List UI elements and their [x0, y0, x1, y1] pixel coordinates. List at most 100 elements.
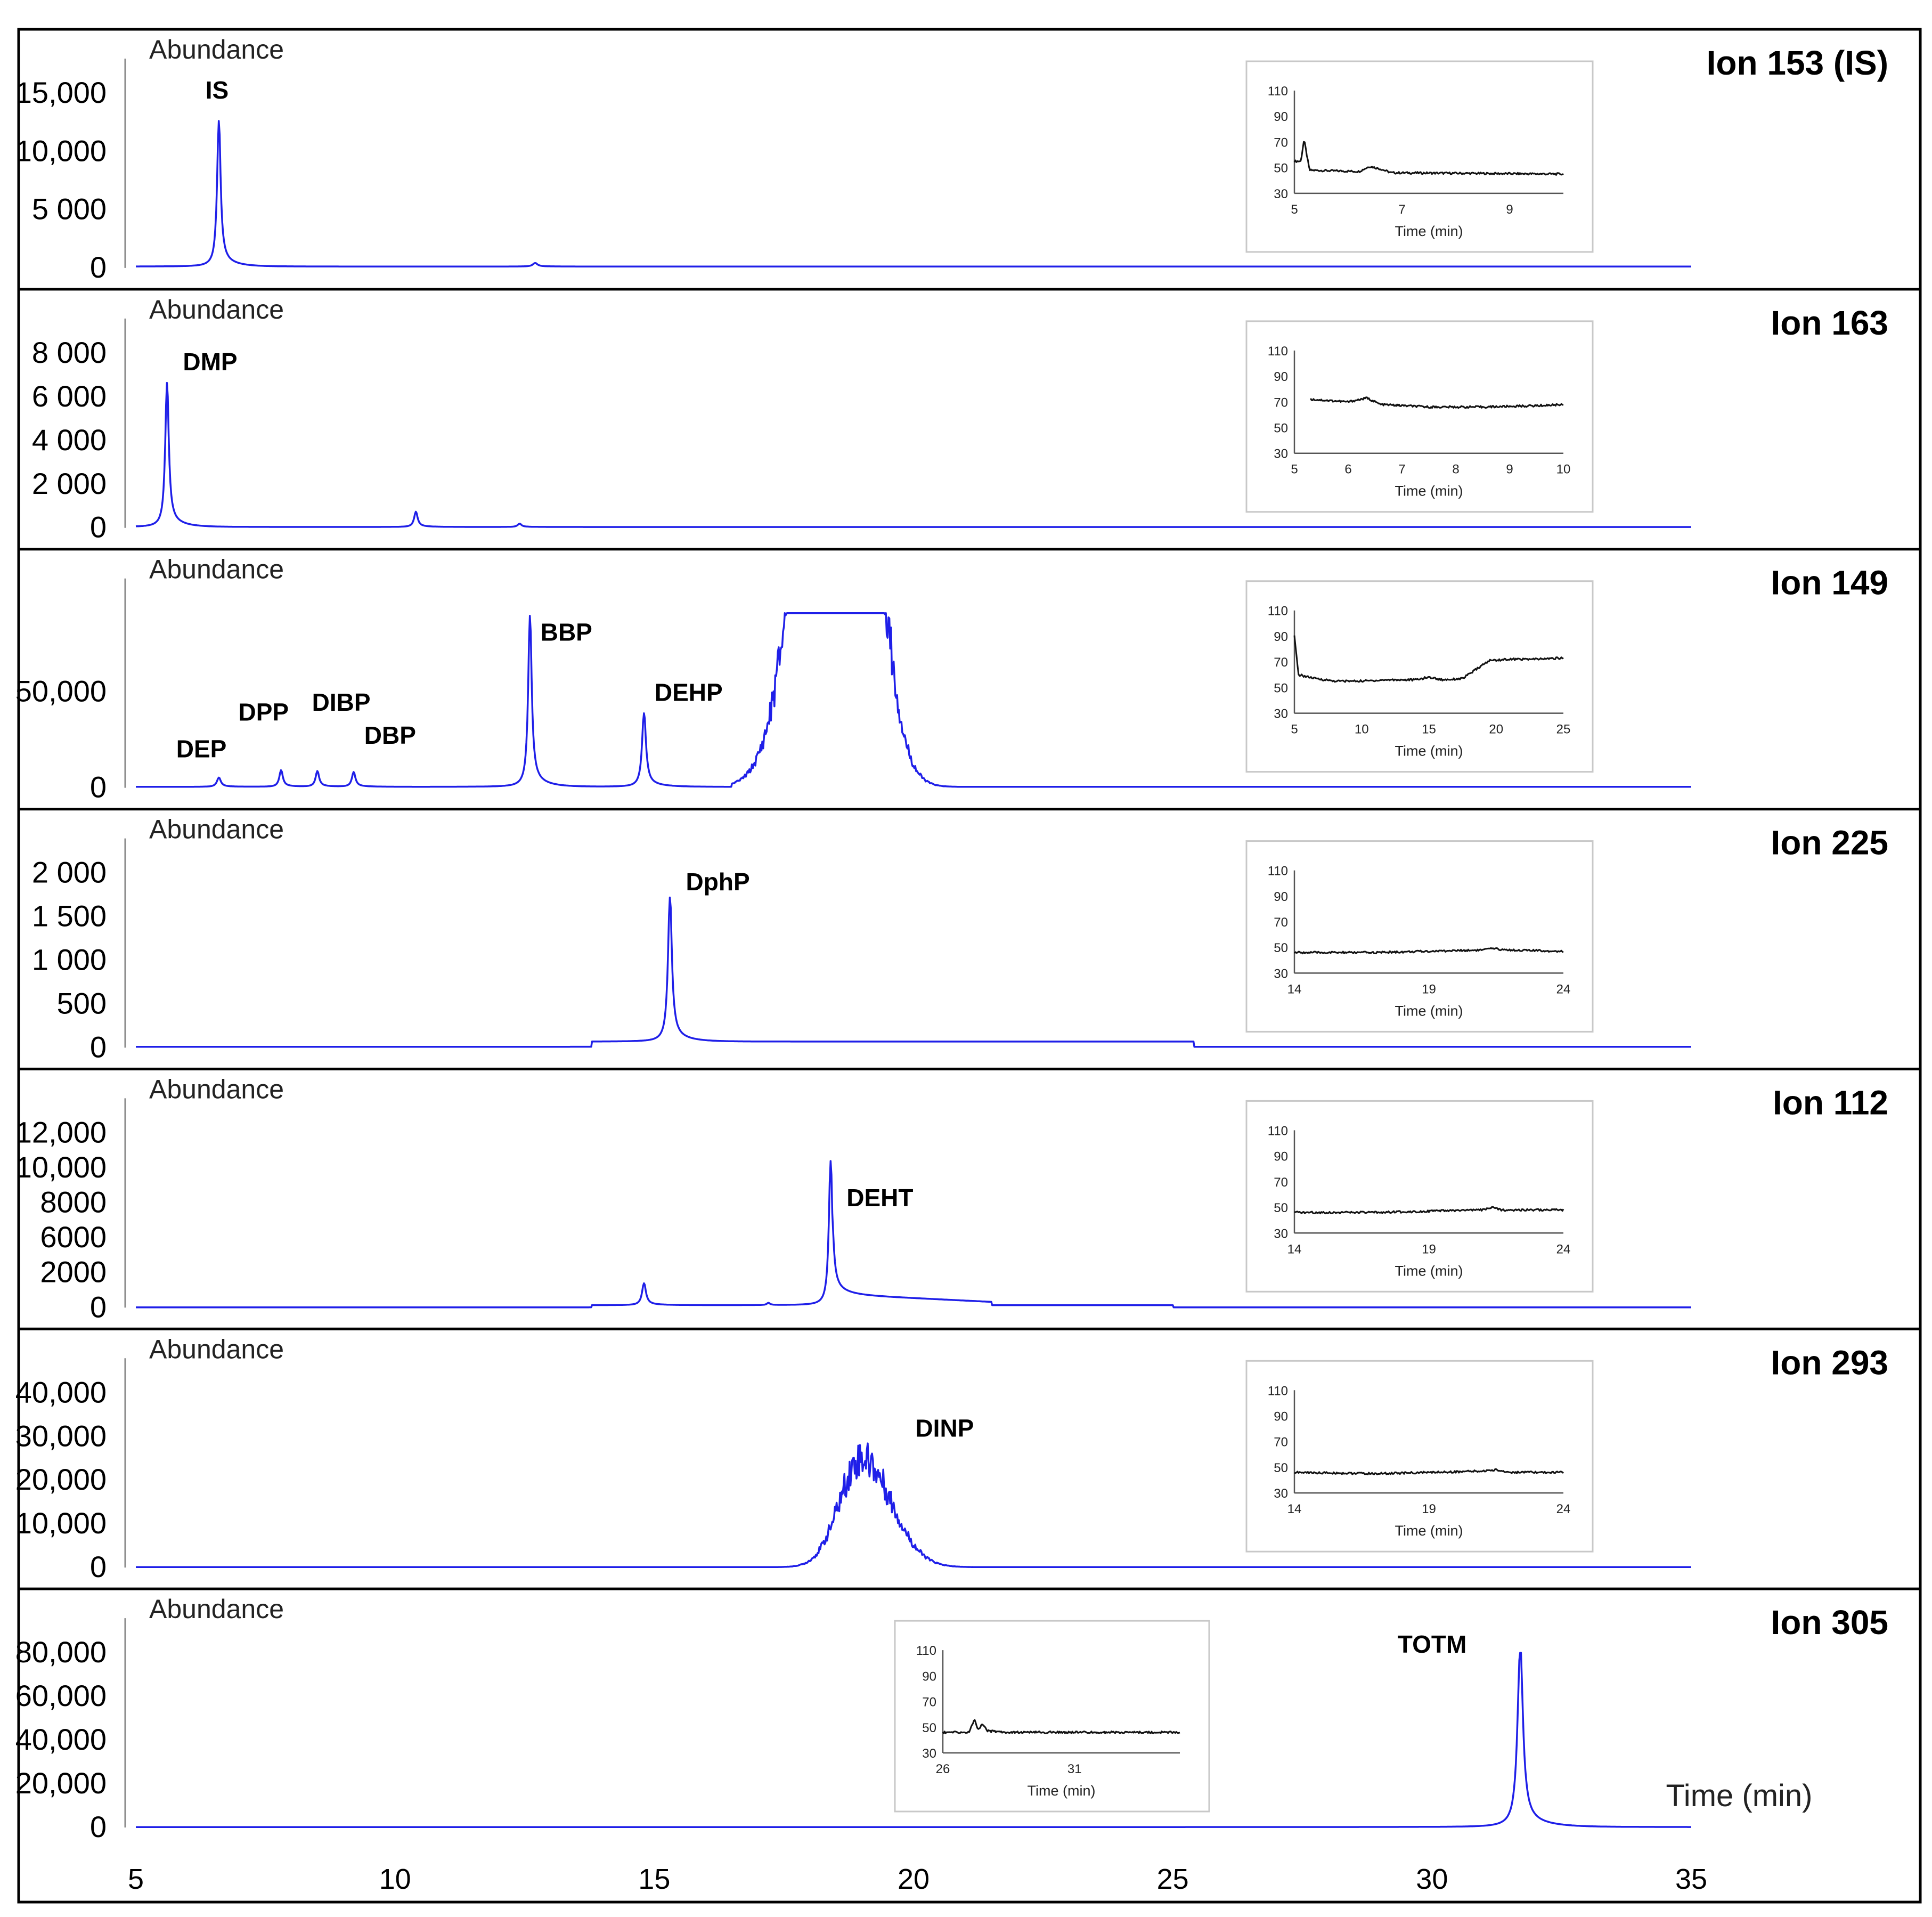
- y-tick-label: 50,000: [15, 674, 107, 708]
- inset-y-tick: 70: [1274, 135, 1288, 150]
- x-tick-label: 35: [1675, 1863, 1707, 1895]
- y-axis-title: Abundance: [149, 295, 284, 324]
- chromatogram-trace: [135, 381, 1692, 528]
- inset-y-tick: 110: [1268, 604, 1288, 619]
- inset-y-tick: 110: [1268, 1124, 1288, 1138]
- inset-x-title: Time (min): [1028, 1783, 1096, 1799]
- x-tick-label: 25: [1157, 1863, 1189, 1895]
- y-tick-label: 4 000: [32, 423, 107, 457]
- y-tick-label: 10,000: [15, 1506, 107, 1540]
- x-axis-title: Time (min): [1666, 1778, 1813, 1813]
- inset-x-tick: 19: [1422, 982, 1436, 996]
- y-tick-label: 8 000: [32, 336, 107, 369]
- inset-x-tick: 6: [1344, 462, 1351, 477]
- y-axis-title: Abundance: [149, 35, 284, 64]
- peak-label-deht: DEHT: [846, 1184, 913, 1212]
- inset-x-title: Time (min): [1395, 1003, 1463, 1019]
- inset-y-tick: 110: [1268, 344, 1288, 359]
- inset-trace: [1293, 947, 1564, 955]
- inset-x-tick: 5: [1291, 202, 1298, 217]
- inset-chart: 110 90 70 50 305 10 15 20 25 Time (min): [1245, 580, 1594, 773]
- inset-x-title: Time (min): [1395, 1523, 1463, 1539]
- y-axis-title: Abundance: [149, 555, 284, 584]
- peak-label-is: IS: [206, 76, 229, 104]
- inset-x-title: Time (min): [1395, 1263, 1463, 1279]
- inset-y-tick: 70: [1274, 395, 1288, 410]
- chromatogram-trace: [135, 896, 1692, 1048]
- peak-label-dibp: DIBP: [312, 688, 371, 716]
- inset-y-tick: 30: [1274, 1226, 1288, 1241]
- y-tick-label: 1 000: [32, 943, 107, 977]
- inset-y-tick: 70: [1274, 1435, 1288, 1450]
- panel-title: Ion 293: [1771, 1343, 1888, 1382]
- y-tick-label: 2000: [40, 1255, 107, 1289]
- y-tick-label: 60,000: [15, 1679, 107, 1712]
- inset-y-tick: 50: [1274, 421, 1288, 436]
- y-tick-label: 0: [90, 250, 107, 284]
- x-tick-label: 5: [128, 1863, 144, 1895]
- inset-y-tick: 90: [1274, 370, 1288, 384]
- peak-label-dpp: DPP: [239, 698, 289, 726]
- inset-x-tick: 10: [1556, 462, 1571, 477]
- figure-frame: [17, 28, 1922, 1904]
- y-tick-label: 1 500: [32, 899, 107, 933]
- chromatogram-trace: [135, 1160, 1692, 1309]
- inset-y-tick: 30: [1274, 447, 1288, 461]
- y-tick-label: 80,000: [15, 1635, 107, 1669]
- y-tick-label: 0: [90, 1810, 107, 1843]
- inset-y-tick: 110: [1268, 1384, 1288, 1398]
- y-tick-label: 0: [90, 510, 107, 544]
- inset-frame: [1245, 1100, 1594, 1293]
- inset-x-tick: 7: [1398, 462, 1405, 477]
- inset-trace: [1293, 635, 1564, 683]
- inset-y-tick: 30: [1274, 187, 1288, 201]
- inset-x-tick: 20: [1489, 722, 1503, 737]
- inset-trace: [942, 1719, 1180, 1734]
- inset-y-tick: 110: [1268, 864, 1288, 879]
- peak-label-totm: TOTM: [1398, 1630, 1466, 1658]
- inset-y-tick: 70: [1274, 655, 1288, 670]
- peak-label-dmp: DMP: [183, 348, 237, 376]
- y-axis-title: Abundance: [149, 1334, 284, 1364]
- panel-title: Ion 163: [1771, 304, 1888, 342]
- shared-time-axis: 5 10 15 20 25 30 35: [128, 1863, 1707, 1895]
- inset-y-tick: 30: [1274, 707, 1288, 721]
- inset-trace: [1294, 1206, 1564, 1215]
- inset-y-tick: 90: [1274, 1150, 1288, 1164]
- panel-title: Ion 149: [1771, 564, 1888, 602]
- inset-chart: 110 90 70 50 305 6 7 8 9 10 Time (min): [1245, 320, 1594, 513]
- x-tick-label: 10: [379, 1863, 411, 1895]
- y-tick-label: 0: [90, 1030, 107, 1063]
- peak-label-dehp: DEHP: [655, 679, 723, 706]
- inset-x-title: Time (min): [1395, 223, 1463, 239]
- inset-y-tick: 70: [922, 1695, 936, 1710]
- y-axis-title: Abundance: [149, 1074, 284, 1104]
- y-tick-label: 10,000: [15, 134, 107, 167]
- y-tick-label: 6000: [40, 1220, 107, 1254]
- inset-x-tick: 26: [936, 1762, 950, 1776]
- inset-y-tick: 70: [1274, 1175, 1288, 1190]
- y-tick-label: 0: [90, 770, 107, 804]
- inset-y-tick: 50: [1274, 941, 1288, 955]
- panel-title: Ion 305: [1771, 1603, 1888, 1642]
- inset-x-tick: 7: [1398, 202, 1405, 217]
- inset-chart: 110 90 70 50 305 7 9 Time (min): [1245, 60, 1594, 253]
- inset-y-tick: 90: [922, 1669, 936, 1684]
- inset-x-tick: 24: [1556, 1242, 1571, 1256]
- inset-x-tick: 24: [1556, 982, 1571, 996]
- inset-x-tick: 15: [1422, 722, 1436, 737]
- inset-x-tick: 24: [1556, 1502, 1571, 1516]
- y-tick-label: 20,000: [15, 1766, 107, 1800]
- inset-x-tick: 14: [1287, 982, 1302, 996]
- peak-label-dep: DEP: [176, 735, 227, 762]
- inset-x-tick: 8: [1452, 462, 1459, 477]
- peak-label-bbp: BBP: [541, 619, 592, 646]
- inset-y-tick: 50: [1274, 1201, 1288, 1215]
- inset-x-tick: 19: [1422, 1242, 1436, 1256]
- y-tick-label: 10,000: [15, 1150, 107, 1184]
- inset-y-tick: 50: [1274, 1461, 1288, 1475]
- panel-ion112: Abundance Ion 112 12,00010,000800060002000…: [15, 1067, 1920, 1323]
